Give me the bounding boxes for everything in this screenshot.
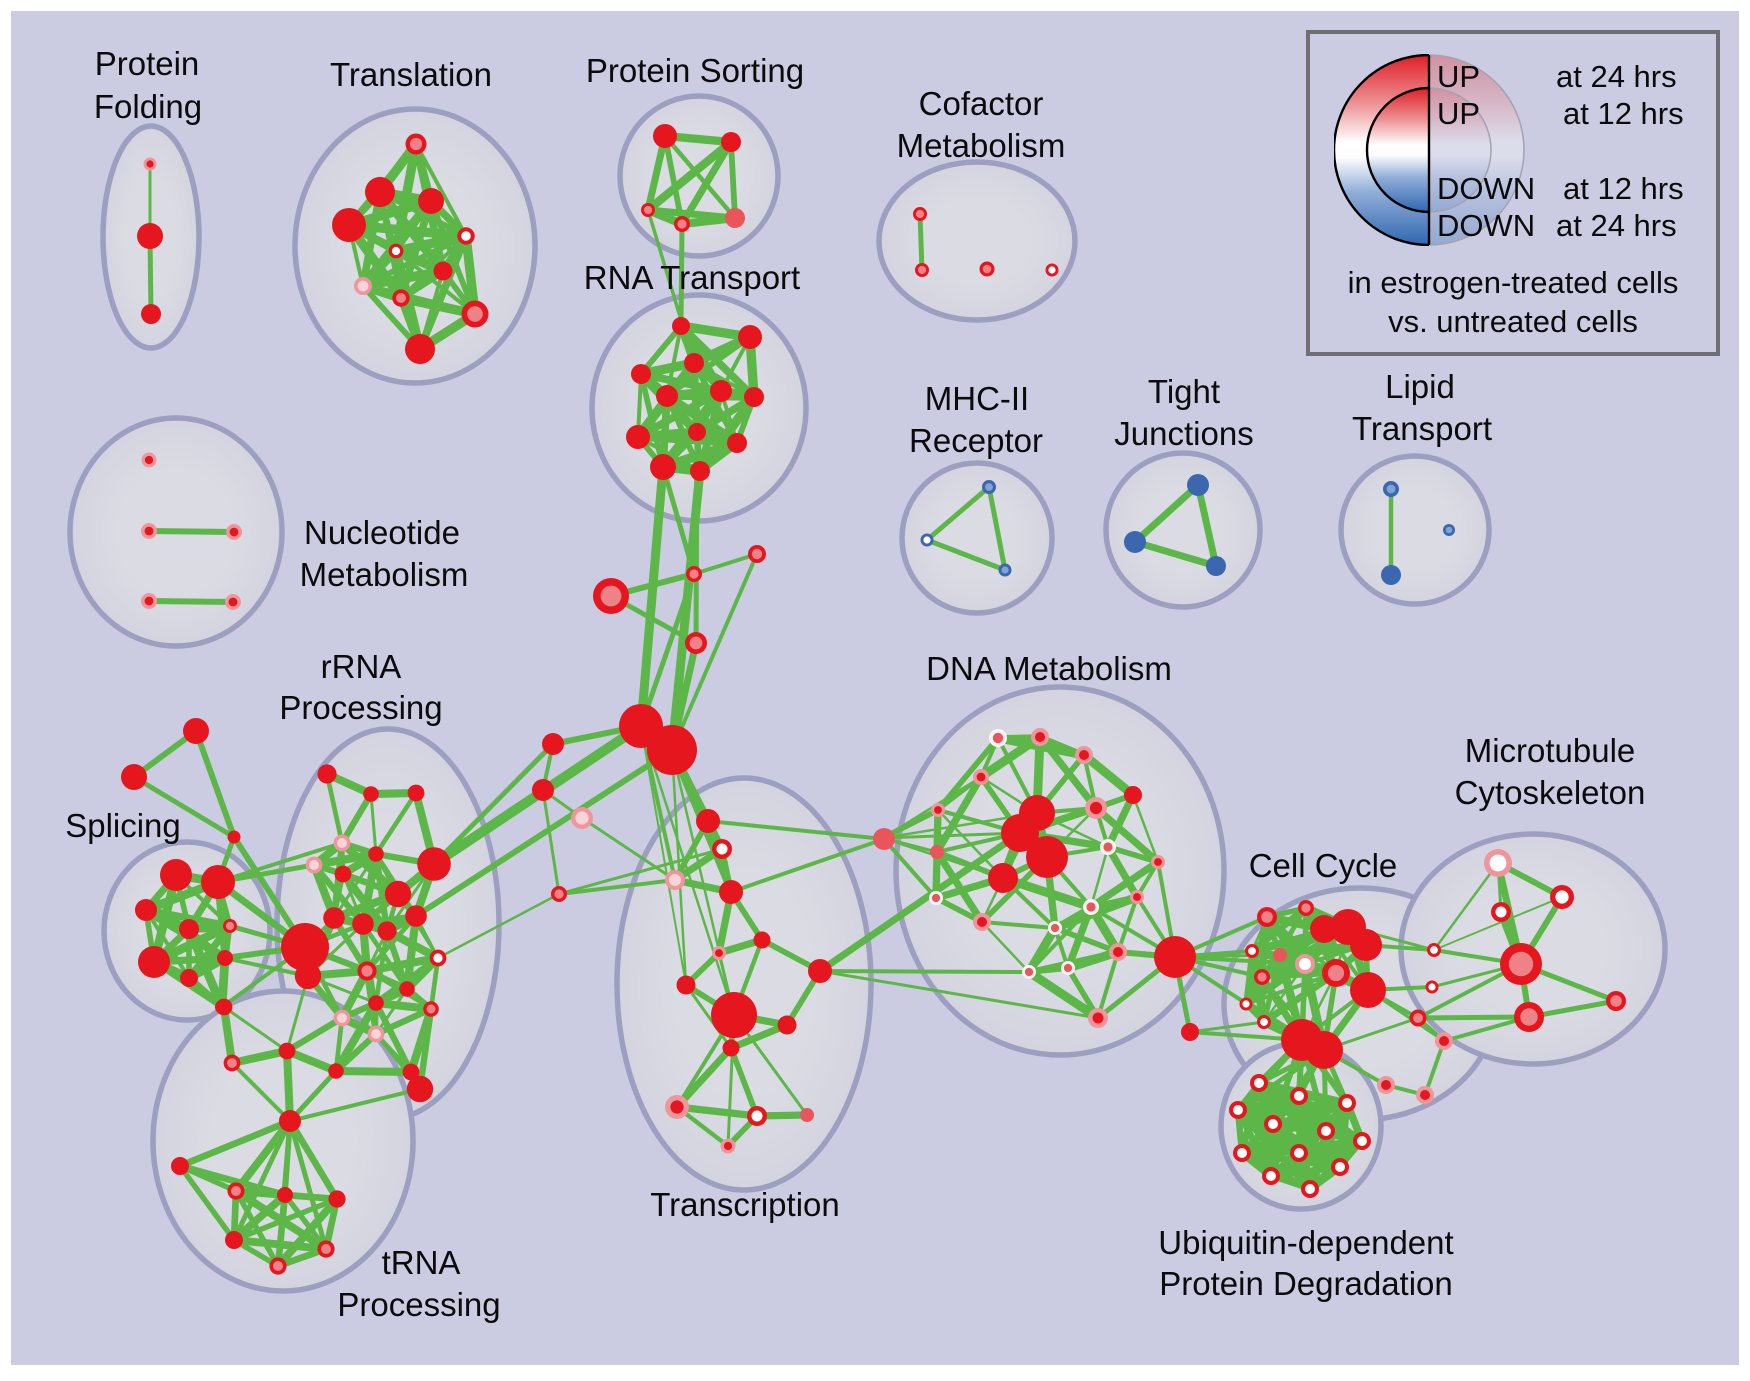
svg-text:at 12 hrs: at 12 hrs — [1563, 96, 1684, 131]
svg-text:at 24 hrs: at 24 hrs — [1556, 59, 1677, 94]
svg-text:Metabolism: Metabolism — [897, 127, 1066, 164]
svg-text:Nucleotide: Nucleotide — [304, 514, 460, 551]
svg-text:Metabolism: Metabolism — [300, 556, 469, 593]
svg-text:Translation: Translation — [330, 56, 492, 93]
svg-text:Transport: Transport — [1352, 410, 1492, 447]
svg-text:at 12 hrs: at 12 hrs — [1563, 171, 1684, 206]
svg-text:Junctions: Junctions — [1114, 415, 1253, 452]
svg-text:DNA Metabolism: DNA Metabolism — [926, 650, 1172, 687]
svg-text:UP: UP — [1437, 96, 1480, 131]
svg-text:Cofactor: Cofactor — [919, 85, 1044, 122]
svg-text:DOWN: DOWN — [1437, 171, 1535, 206]
svg-text:in estrogen-treated cells: in estrogen-treated cells — [1348, 265, 1679, 300]
svg-text:Receptor: Receptor — [909, 422, 1043, 459]
svg-text:rRNA: rRNA — [321, 648, 402, 685]
svg-text:Transcription: Transcription — [650, 1186, 840, 1223]
svg-text:Splicing: Splicing — [65, 807, 181, 844]
svg-text:MHC-II: MHC-II — [925, 380, 1029, 417]
svg-text:Processing: Processing — [337, 1286, 500, 1323]
svg-text:Protein: Protein — [95, 45, 200, 82]
svg-text:Ubiquitin-dependent: Ubiquitin-dependent — [1158, 1224, 1453, 1261]
svg-text:RNA Transport: RNA Transport — [584, 259, 800, 296]
svg-text:UP: UP — [1437, 59, 1480, 94]
svg-text:at 24 hrs: at 24 hrs — [1556, 208, 1677, 243]
svg-text:vs. untreated cells: vs. untreated cells — [1388, 304, 1638, 339]
svg-text:Cytoskeleton: Cytoskeleton — [1455, 774, 1646, 811]
svg-text:Folding: Folding — [94, 88, 202, 125]
svg-text:tRNA: tRNA — [382, 1244, 461, 1281]
svg-text:DOWN: DOWN — [1437, 208, 1535, 243]
svg-text:Protein Degradation: Protein Degradation — [1159, 1265, 1453, 1302]
svg-text:Cell Cycle: Cell Cycle — [1249, 847, 1398, 884]
svg-text:Protein Sorting: Protein Sorting — [586, 52, 804, 89]
svg-text:Microtubule: Microtubule — [1465, 732, 1636, 769]
svg-text:Tight: Tight — [1148, 373, 1220, 410]
svg-text:Lipid: Lipid — [1385, 368, 1455, 405]
svg-text:Processing: Processing — [279, 689, 442, 726]
